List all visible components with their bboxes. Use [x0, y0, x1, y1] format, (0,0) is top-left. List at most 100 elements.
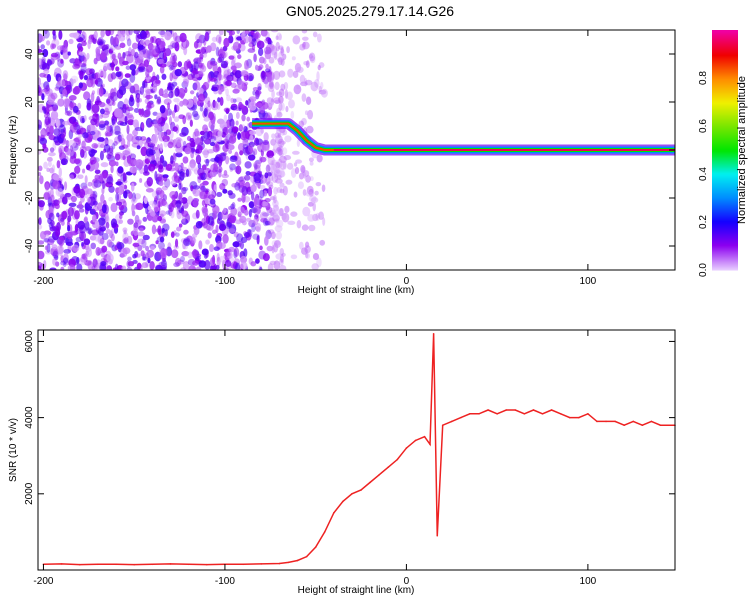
noise-dot — [85, 227, 93, 234]
noise-dot — [155, 240, 159, 245]
noise-dot — [38, 200, 45, 208]
colorbar-cell — [712, 252, 738, 255]
noise-dot — [222, 188, 228, 194]
noise-dot — [141, 31, 148, 40]
noise-dot — [243, 248, 248, 258]
noise-dot — [201, 200, 206, 207]
noise-dot — [110, 72, 117, 80]
noise-dot — [52, 180, 60, 190]
noise-dot — [49, 125, 54, 135]
noise-dot — [312, 252, 320, 261]
snr-point — [441, 424, 444, 427]
noise-dot — [158, 88, 164, 97]
noise-dot — [39, 230, 47, 240]
noise-dot — [321, 184, 326, 192]
top-ytick-label: 20 — [24, 96, 35, 108]
noise-dot — [253, 53, 257, 63]
noise-dot — [199, 186, 204, 197]
noise-dot — [178, 223, 183, 228]
noise-dot — [51, 244, 58, 250]
noise-dot — [65, 241, 74, 247]
noise-dot — [219, 96, 224, 107]
noise-dot — [147, 257, 151, 264]
noise-dot — [212, 254, 216, 265]
noise-dot — [157, 37, 165, 46]
noise-dot — [110, 218, 118, 228]
noise-dot — [278, 167, 285, 178]
snr-point — [296, 559, 299, 562]
noise-dot — [161, 93, 170, 98]
noise-dot — [231, 202, 236, 210]
noise-dot — [98, 173, 104, 182]
snr-point — [260, 563, 263, 565]
noise-dot — [246, 116, 251, 122]
noise-dot — [217, 128, 223, 138]
snr-point — [487, 409, 489, 411]
noise-dot — [269, 210, 277, 215]
colorbar-cell — [712, 124, 738, 127]
noise-dot — [114, 153, 121, 161]
noise-dot — [223, 107, 231, 113]
noise-dot — [180, 93, 185, 100]
snr-point — [632, 420, 635, 423]
noise-dot — [228, 192, 236, 199]
noise-dot — [67, 206, 75, 217]
noise-dot — [255, 89, 260, 100]
noise-dot — [279, 207, 284, 217]
snr-point — [387, 466, 390, 468]
noise-dot — [142, 251, 151, 257]
noise-dot — [214, 100, 218, 109]
noise-dot — [278, 102, 283, 111]
noise-dot — [154, 170, 158, 181]
noise-dot — [133, 159, 140, 166]
noise-dot — [201, 248, 209, 256]
colorbar-cell — [712, 164, 738, 167]
noise-dot — [286, 162, 294, 170]
noise-dot — [148, 149, 156, 156]
noise-dot — [318, 62, 325, 68]
noise-dot — [86, 52, 90, 60]
colorbar-cell — [712, 58, 738, 61]
noise-dot — [271, 133, 276, 139]
top-ytick-label: -20 — [24, 190, 35, 205]
top-xtick-label: 0 — [404, 276, 410, 287]
noise-dot — [62, 88, 68, 97]
noise-dot — [124, 51, 132, 57]
noise-dot — [316, 71, 320, 82]
noise-dot — [237, 54, 242, 60]
noise-dot — [234, 70, 242, 79]
noise-dot — [179, 100, 184, 107]
noise-dot — [314, 190, 319, 196]
noise-dot — [266, 245, 274, 252]
noise-dot — [219, 182, 226, 191]
noise-dot — [195, 33, 203, 43]
noise-dot — [132, 227, 139, 237]
noise-dot — [157, 58, 165, 65]
colorbar-cell — [712, 144, 738, 147]
noise-dot — [73, 158, 81, 165]
noise-dot — [128, 96, 135, 107]
noise-dot — [248, 257, 253, 265]
noise-dot — [122, 231, 129, 242]
noise-dot — [97, 217, 106, 226]
noise-dot — [105, 132, 113, 137]
noise-dot — [139, 86, 145, 95]
noise-dot — [164, 229, 168, 237]
noise-dot — [38, 35, 45, 42]
colorbar-cell — [712, 172, 738, 175]
noise-dot — [134, 89, 142, 96]
noise-dot — [274, 225, 283, 233]
noise-dot — [252, 148, 258, 156]
noise-dot — [91, 265, 96, 270]
noise-dot — [101, 204, 107, 214]
colorbar-cell — [712, 98, 738, 101]
noise-dot — [147, 51, 153, 56]
noise-dot — [158, 241, 165, 250]
noise-dot — [121, 30, 126, 38]
noise-dot — [279, 160, 287, 170]
noise-dot — [120, 247, 128, 258]
colorbar-cell — [712, 102, 738, 105]
colorbar-cell — [712, 242, 738, 245]
noise-dot — [263, 132, 269, 142]
noise-dot — [179, 32, 187, 43]
